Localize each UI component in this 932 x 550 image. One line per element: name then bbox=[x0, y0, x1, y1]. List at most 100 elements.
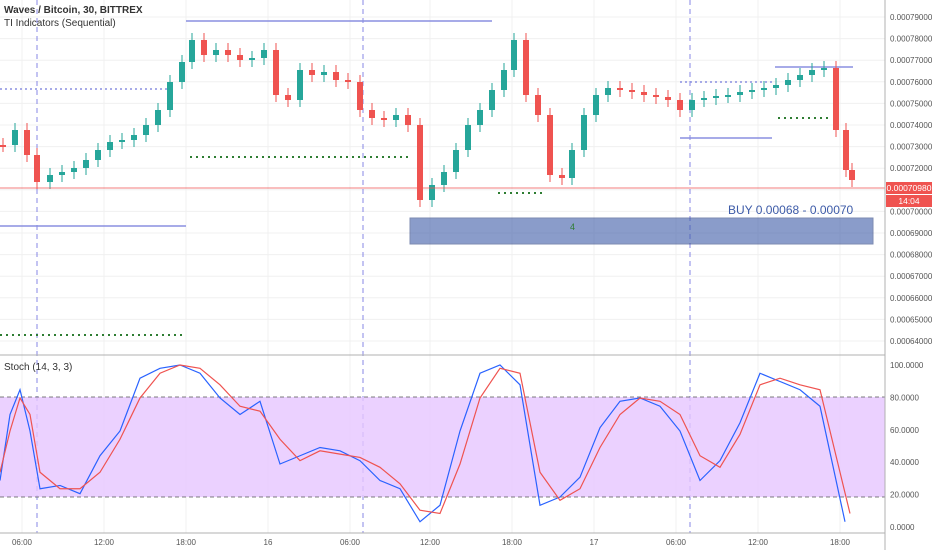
candle-body bbox=[249, 58, 255, 60]
candle-body bbox=[0, 145, 6, 147]
candle-body bbox=[605, 88, 611, 95]
price-tick-label: 0.00064000 bbox=[890, 337, 932, 346]
candle-body bbox=[689, 100, 695, 110]
candle-body bbox=[653, 95, 659, 97]
candle-body bbox=[713, 96, 719, 98]
candle-body bbox=[677, 100, 683, 110]
candle-body bbox=[477, 110, 483, 125]
candle-body bbox=[641, 92, 647, 95]
candle-body bbox=[297, 70, 303, 100]
price-tick-label: 0.00079000 bbox=[890, 13, 932, 22]
stoch-series-K bbox=[0, 364, 846, 523]
buy-zone-label: BUY 0.00068 - 0.00070 bbox=[728, 203, 854, 217]
candle-body bbox=[785, 80, 791, 85]
time-tick-label: 16 bbox=[264, 538, 273, 547]
candle-body bbox=[535, 95, 541, 115]
time-tick-label: 12:00 bbox=[420, 538, 441, 547]
price-tick-label: 0.00066000 bbox=[890, 294, 932, 303]
candle-body bbox=[285, 95, 291, 100]
price-tick-label: 0.00069000 bbox=[890, 229, 932, 238]
countdown-tag: 14:04 bbox=[886, 195, 932, 207]
price-tick-label: 0.00073000 bbox=[890, 143, 932, 152]
candle-body bbox=[237, 55, 243, 60]
last-price-tag: 0.00070980 bbox=[886, 182, 932, 194]
candle-body bbox=[59, 172, 65, 175]
time-axis: 06:00 12:00 18:00 16 06:00 12:00 18:00 17 06:00 1… bbox=[12, 538, 851, 547]
stoch-series-D bbox=[0, 364, 851, 515]
candle-body bbox=[523, 40, 529, 95]
candle-body bbox=[189, 40, 195, 62]
time-tick-label: 18:00 bbox=[502, 538, 523, 547]
candle-body bbox=[849, 170, 855, 180]
candle-body bbox=[34, 155, 40, 182]
stoch-tick-label: 60.0000 bbox=[890, 426, 919, 435]
candle-body bbox=[47, 175, 53, 182]
candle-body bbox=[749, 90, 755, 92]
candle-body bbox=[581, 115, 587, 150]
candle-body bbox=[381, 118, 387, 120]
candle-body bbox=[309, 70, 315, 75]
candle-body bbox=[95, 150, 101, 160]
candle-body bbox=[71, 168, 77, 172]
stoch-tick-label: 80.0000 bbox=[890, 393, 919, 402]
candle-body bbox=[665, 97, 671, 100]
time-tick-label: 06:00 bbox=[666, 538, 687, 547]
price-tick-label: 0.00077000 bbox=[890, 56, 932, 65]
candle-body bbox=[501, 70, 507, 90]
candle-body bbox=[489, 90, 495, 110]
time-tick-label: 06:00 bbox=[12, 538, 33, 547]
candle-body bbox=[261, 50, 267, 58]
indicator-legend: TI Indicators (Sequential) bbox=[4, 18, 116, 29]
candle-body bbox=[225, 50, 231, 55]
time-tick-label: 17 bbox=[590, 538, 599, 547]
candle-body bbox=[357, 82, 363, 110]
candle-body bbox=[797, 75, 803, 80]
candle-body bbox=[155, 110, 161, 125]
candle-body bbox=[701, 98, 707, 100]
time-tick-label: 18:00 bbox=[176, 538, 197, 547]
price-tick-label: 0.00075000 bbox=[890, 99, 932, 108]
candle-body bbox=[143, 125, 149, 135]
time-tick-label: 12:00 bbox=[748, 538, 769, 547]
candle-body bbox=[393, 115, 399, 120]
price-tick-label: 0.00065000 bbox=[890, 315, 932, 324]
sequential-levels bbox=[0, 20, 853, 336]
candle-body bbox=[201, 40, 207, 55]
candle-body bbox=[773, 85, 779, 88]
price-tick-label: 0.00072000 bbox=[890, 164, 932, 173]
stoch-tick-label: 40.0000 bbox=[890, 458, 919, 467]
candle-body bbox=[333, 72, 339, 80]
candle-body bbox=[213, 50, 219, 55]
candle-body bbox=[179, 62, 185, 82]
candle-body bbox=[833, 68, 839, 130]
candle-body bbox=[547, 115, 553, 175]
price-axis: 0.00079000 0.00078000 0.00077000 0.00076000… bbox=[890, 13, 932, 346]
time-tick-label: 18:00 bbox=[830, 538, 851, 547]
main-legend: Waves / Bitcoin, 30, BITTREX bbox=[4, 5, 143, 16]
stoch-tick-label: 20.0000 bbox=[890, 491, 919, 500]
candles bbox=[0, 33, 855, 207]
candle-body bbox=[441, 172, 447, 185]
candle-body bbox=[12, 130, 18, 145]
candle-body bbox=[629, 90, 635, 92]
candle-body bbox=[119, 140, 125, 142]
candle-body bbox=[809, 70, 815, 75]
candle-body bbox=[569, 150, 575, 178]
price-tick-label: 0.00070000 bbox=[890, 207, 932, 216]
stoch-tick-label: 100.0000 bbox=[890, 361, 924, 370]
candle-body bbox=[453, 150, 459, 172]
candle-body bbox=[107, 142, 113, 150]
stoch-tick-label: 0.0000 bbox=[890, 523, 915, 532]
candle-body bbox=[24, 130, 30, 155]
candle-body bbox=[167, 82, 173, 110]
candle-body bbox=[131, 135, 137, 140]
candle-body bbox=[83, 160, 89, 168]
candle-body bbox=[761, 88, 767, 90]
stoch-axis: 100.0000 80.0000 60.0000 40.0000 20.0000 0.00… bbox=[890, 361, 924, 532]
price-tick-label: 0.00067000 bbox=[890, 272, 932, 281]
candle-body bbox=[417, 125, 423, 200]
price-tick-label: 0.00078000 bbox=[890, 35, 932, 44]
candle-body bbox=[617, 88, 623, 90]
candle-body bbox=[559, 175, 565, 178]
candle-body bbox=[369, 110, 375, 118]
